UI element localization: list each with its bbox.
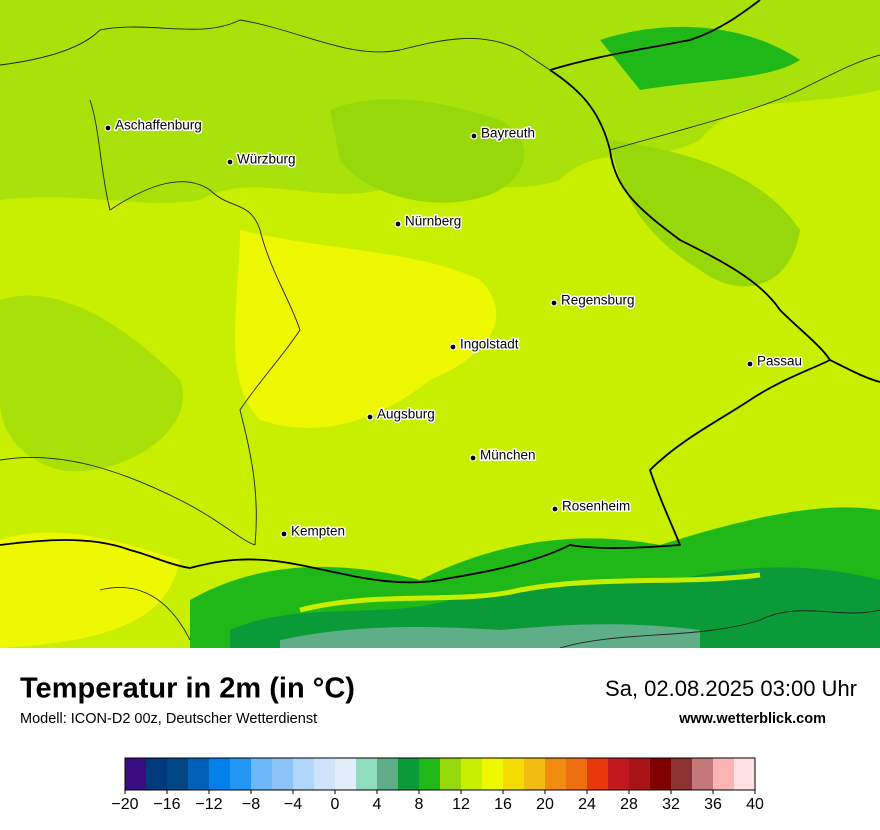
colorbar-bin: [524, 758, 545, 790]
colorbar-bin: [356, 758, 377, 790]
colorbar-tick-label: 20: [536, 796, 554, 813]
state-border: [0, 457, 256, 546]
colorbar-tick-label: 8: [415, 796, 424, 813]
colorbar-bin: [272, 758, 293, 790]
colorbar-tick-label: 12: [452, 796, 470, 813]
state-border: [99, 587, 880, 649]
colorbar-tick-label: 36: [704, 796, 722, 813]
city-dot: [551, 505, 559, 513]
colorbar-tick-label: −4: [284, 796, 302, 813]
colorbar-frame: [124, 757, 756, 791]
colorbar-bin: [251, 758, 272, 790]
colorbar-bin: [146, 758, 167, 790]
warm-patch: [0, 532, 180, 648]
city-dot: [394, 220, 402, 228]
alps-peaks: [280, 624, 700, 648]
city-label: Ingolstadt: [460, 337, 519, 352]
state-border: [89, 99, 301, 546]
colorbar-bin: [398, 758, 419, 790]
colorbar-bin: [503, 758, 524, 790]
city-label: Würzburg: [237, 152, 296, 167]
city-dot: [746, 360, 754, 368]
city-dot: [366, 413, 374, 421]
valley: [299, 572, 761, 613]
colorbar: −20 −16 −12 −8 −4 0 4 8 12 16 20 24 28 32 36 40: [111, 757, 764, 813]
colorbar-tick-label: 0: [331, 796, 340, 813]
colorbar-bin: [587, 758, 608, 790]
colorbar-tick-label: 28: [620, 796, 638, 813]
green-patch: [610, 140, 800, 287]
model-info: Modell: ICON-D2 00z, Deutscher Wetterdie…: [20, 711, 317, 727]
colorbar-tick-label: −20: [111, 796, 138, 813]
state-border: [0, 19, 551, 71]
colorbar-tick-label: 32: [662, 796, 680, 813]
green-patch: [330, 99, 524, 203]
colorbar-bin: [440, 758, 461, 790]
colorbar-bin: [377, 758, 398, 790]
colorbar-bin: [230, 758, 251, 790]
city-dot: [104, 124, 112, 132]
colorbar-bin: [209, 758, 230, 790]
map: Aschaffenburg Würzburg Bayreuth Nürnberg Reg…: [0, 0, 880, 649]
city-label: Nürnberg: [405, 214, 461, 229]
colorbar-bin: [125, 758, 146, 790]
city-label: Aschaffenburg: [115, 118, 202, 133]
colorbar-bin: [629, 758, 650, 790]
colorbar-tick-label: 4: [373, 796, 382, 813]
city-dot: [469, 454, 477, 462]
state-border: [609, 54, 880, 151]
colorbar-bin: [734, 758, 755, 790]
title: Temperatur in 2m (in °C): [20, 673, 355, 705]
city-label: Regensburg: [561, 293, 635, 308]
colorbar-bin: [419, 758, 440, 790]
colorbar-bin: [650, 758, 671, 790]
city-label: München: [480, 448, 536, 463]
colorbar-tick-label: 16: [494, 796, 512, 813]
colorbar-tick-label: 40: [746, 796, 764, 813]
site: www.wetterblick.com: [678, 711, 826, 727]
datetime: Sa, 02.08.2025 03:00 Uhr: [605, 676, 857, 701]
colorbar-bin: [692, 758, 713, 790]
city-dot: [550, 299, 558, 307]
city-label: Passau: [757, 354, 802, 369]
colorbar-bin: [713, 758, 734, 790]
border: [0, 359, 880, 584]
colorbar-bin: [188, 758, 209, 790]
colorbar-tick-label: −12: [195, 796, 222, 813]
city-dot: [280, 530, 288, 538]
colorbar-bin: [461, 758, 482, 790]
colorbar-bin: [335, 758, 356, 790]
city-label: Augsburg: [377, 407, 435, 422]
colorbar-tick-label: −8: [242, 796, 260, 813]
city-dot: [449, 343, 457, 351]
colorbar-bin: [545, 758, 566, 790]
colorbar-tick-label: 24: [578, 796, 596, 813]
cities: Aschaffenburg Würzburg Bayreuth Nürnberg Reg…: [104, 116, 804, 540]
green-patch: [600, 26, 800, 90]
colorbar-bin: [167, 758, 188, 790]
colorbar-bin: [293, 758, 314, 790]
city-label: Rosenheim: [562, 499, 630, 514]
colorbar-bin: [671, 758, 692, 790]
city-label: Kempten: [291, 524, 345, 539]
city-label: Bayreuth: [481, 126, 535, 141]
border: [549, 69, 831, 361]
border: [549, 0, 761, 71]
colorbar-bin: [566, 758, 587, 790]
colorbar-bin: [314, 758, 335, 790]
west-green: [0, 295, 184, 472]
colorbar-bin: [608, 758, 629, 790]
warm-patch: [235, 230, 497, 428]
city-dot: [226, 158, 234, 166]
city-dot: [470, 132, 478, 140]
colorbar-tick-label: −16: [153, 796, 180, 813]
colorbar-bin: [482, 758, 503, 790]
footer: [0, 648, 880, 830]
